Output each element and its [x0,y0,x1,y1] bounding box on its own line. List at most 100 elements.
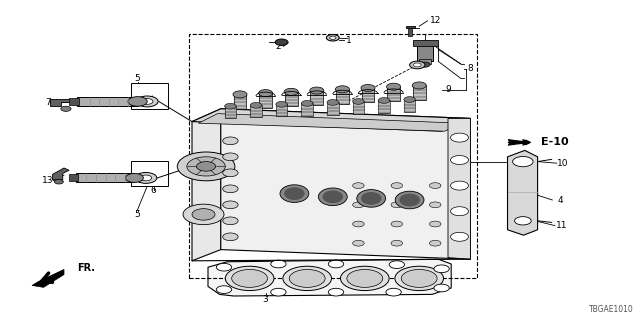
Bar [131,161,168,186]
Circle shape [451,133,468,142]
Ellipse shape [357,189,385,207]
Circle shape [284,88,298,95]
Circle shape [128,97,147,106]
Circle shape [451,181,468,190]
Circle shape [223,169,238,177]
Circle shape [386,288,401,296]
Circle shape [513,156,533,167]
Bar [310,91,323,105]
Ellipse shape [284,187,305,200]
Bar [362,88,374,102]
Circle shape [395,266,444,291]
Circle shape [330,36,336,39]
Circle shape [328,260,344,268]
Polygon shape [448,118,470,259]
Circle shape [361,84,375,92]
Bar [285,92,298,106]
Bar [404,100,415,112]
Circle shape [135,172,157,183]
Circle shape [289,269,325,287]
Circle shape [515,217,531,225]
Polygon shape [192,109,221,261]
Text: 4: 4 [557,196,563,204]
Text: 2: 2 [276,42,281,51]
Bar [413,40,438,46]
Circle shape [412,82,426,89]
Text: 6: 6 [148,96,153,105]
Ellipse shape [396,191,424,209]
Circle shape [275,39,288,45]
Bar [406,26,415,28]
Circle shape [140,175,152,181]
Circle shape [326,35,339,41]
Bar [408,28,412,36]
Bar [259,93,272,108]
Bar [336,89,349,104]
Bar [417,43,433,61]
Circle shape [413,63,421,67]
Polygon shape [69,174,78,181]
Circle shape [223,137,238,145]
Circle shape [232,269,268,287]
Circle shape [429,202,441,208]
Text: 10: 10 [557,159,569,168]
Polygon shape [69,98,79,105]
Circle shape [378,98,390,103]
Circle shape [401,269,437,287]
Circle shape [177,152,235,181]
Circle shape [141,99,153,104]
Circle shape [283,266,332,291]
Circle shape [420,62,430,67]
Circle shape [192,209,215,220]
Circle shape [187,157,225,176]
Circle shape [451,156,468,164]
Circle shape [429,240,441,246]
Text: 1: 1 [346,36,351,44]
Text: 5: 5 [135,74,140,83]
Bar [419,59,431,64]
Bar [301,103,313,116]
Circle shape [410,61,425,69]
Bar [387,87,400,101]
Circle shape [271,260,286,268]
Circle shape [233,91,247,98]
Bar [189,34,477,278]
Bar [234,94,246,109]
Circle shape [451,207,468,216]
Circle shape [387,83,401,90]
Circle shape [183,204,224,225]
Polygon shape [208,259,451,296]
Polygon shape [76,173,134,182]
Polygon shape [508,150,538,235]
Circle shape [250,102,262,108]
Text: 12: 12 [429,16,441,25]
Circle shape [301,100,313,106]
Circle shape [391,202,403,208]
Circle shape [429,221,441,227]
Circle shape [434,284,449,292]
Text: 3: 3 [263,295,268,304]
Circle shape [223,233,238,241]
Ellipse shape [399,194,420,206]
Circle shape [223,217,238,225]
Circle shape [391,221,403,227]
Circle shape [429,183,441,188]
Circle shape [347,269,383,287]
Polygon shape [52,168,69,180]
Circle shape [125,173,143,182]
Circle shape [353,202,364,208]
Text: 13: 13 [42,176,54,185]
Polygon shape [192,109,470,131]
Circle shape [225,103,236,109]
Circle shape [276,101,287,107]
Circle shape [271,288,286,296]
Ellipse shape [323,190,343,203]
Text: FR.: FR. [77,263,95,273]
Ellipse shape [319,188,347,206]
Polygon shape [32,269,64,287]
Circle shape [225,266,274,291]
Circle shape [136,96,158,107]
Bar [131,83,168,109]
Bar [276,104,287,116]
Circle shape [353,221,364,227]
